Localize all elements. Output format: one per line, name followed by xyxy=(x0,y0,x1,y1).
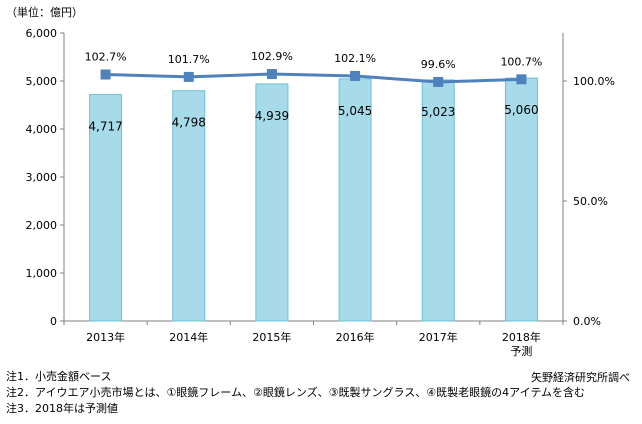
x-tick-label: 2017年 xyxy=(419,330,458,344)
bar-data-label: 4,798 xyxy=(172,116,206,130)
x-tick-label: 2015年 xyxy=(252,330,291,344)
y-tick-label: 3,000 xyxy=(26,171,58,184)
growth-rate-marker xyxy=(266,69,277,80)
y2-tick-label: 100.0% xyxy=(573,75,615,88)
y-tick-label: 2,000 xyxy=(26,219,58,232)
bar xyxy=(338,78,372,322)
growth-rate-data-label: 102.1% xyxy=(334,52,376,65)
growth-rate-data-label: 102.9% xyxy=(251,50,293,63)
growth-rate-data-label: 100.7% xyxy=(500,55,542,68)
bar xyxy=(421,79,455,322)
y-tick-label: 4,000 xyxy=(26,123,58,136)
growth-rate-data-label: 99.6% xyxy=(421,58,456,71)
note-2: 注2．アイウエア小売市場とは、①眼鏡フレーム、②眼鏡レンズ、③既製サングラス、④… xyxy=(6,386,586,399)
y-tick-label: 6,000 xyxy=(26,27,58,40)
bar xyxy=(255,83,289,322)
bar-data-label: 5,023 xyxy=(421,105,455,119)
note-3: 注3．2018年は予測値 xyxy=(6,402,118,415)
x-tick-label: 2014年 xyxy=(169,330,208,344)
growth-rate-marker xyxy=(433,76,444,87)
y2-tick-label: 50.0% xyxy=(573,195,608,208)
growth-rate-line xyxy=(105,72,522,84)
x-tick-sublabel: 予測 xyxy=(510,344,532,358)
y2-tick-label: 0.0% xyxy=(573,315,601,328)
bar xyxy=(172,90,206,322)
bar-data-label: 4,717 xyxy=(88,120,122,134)
bar xyxy=(89,94,123,322)
x-tick-label: 2013年 xyxy=(86,330,125,344)
y-tick-label: 1,000 xyxy=(26,267,58,280)
x-tick-label: 2016年 xyxy=(336,330,375,344)
x-tick-label: 2018年 xyxy=(502,330,541,344)
unit-label: （単位：億円） xyxy=(6,6,83,19)
bar-data-label: 5,045 xyxy=(338,104,372,118)
growth-rate-marker xyxy=(100,69,111,80)
bar-data-label: 4,939 xyxy=(255,109,289,123)
bar-data-label: 5,060 xyxy=(504,103,538,117)
y-tick-label: 0 xyxy=(50,315,57,328)
note-1: 注1．小売金額ベース xyxy=(6,370,112,383)
y-tick-label: 5,000 xyxy=(26,75,58,88)
notes: 注1．小売金額ベース 注2．アイウエア小売市場とは、①眼鏡フレーム、②眼鏡レンズ… xyxy=(6,369,585,417)
growth-rate-data-label: 101.7% xyxy=(168,53,210,66)
growth-rate-marker xyxy=(516,74,527,85)
bar xyxy=(504,77,538,322)
growth-rate-marker xyxy=(350,70,361,81)
source-credit: 矢野経済研究所調べ xyxy=(531,371,630,384)
growth-rate-data-label: 102.7% xyxy=(85,51,127,64)
growth-rate-marker xyxy=(183,71,194,82)
